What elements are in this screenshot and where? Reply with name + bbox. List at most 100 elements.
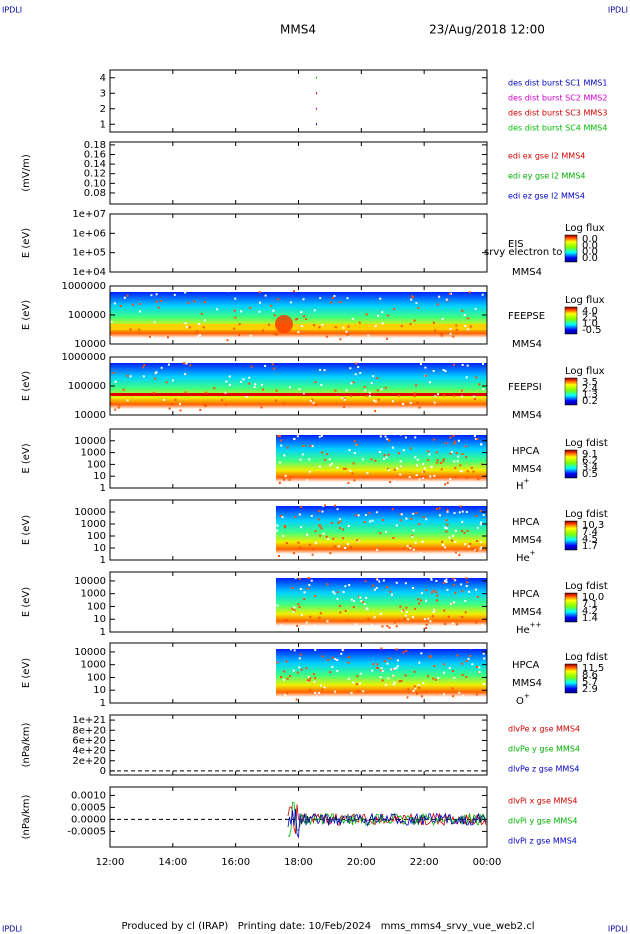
spectrogram-speck <box>460 583 463 586</box>
y-tick-label: 1e+05 <box>72 248 106 259</box>
spectrogram-speck <box>367 617 370 620</box>
spectrogram-speck <box>413 319 416 322</box>
spectrogram-speck <box>441 540 444 543</box>
y-tick-label: 100 <box>87 601 106 612</box>
spectrogram-speck <box>433 474 436 477</box>
spectrogram-speck <box>460 529 463 532</box>
spectrogram-speck <box>284 619 287 622</box>
spectrogram-speck <box>455 551 458 554</box>
spectrogram-speck <box>450 602 453 605</box>
spectrogram-speck <box>399 513 402 516</box>
spectrogram-speck <box>253 385 256 388</box>
spectrogram-speck <box>433 401 436 404</box>
spectrogram-speck <box>475 514 478 517</box>
legend-entry: dlvPi y gse MMS4 <box>508 817 577 826</box>
spectrogram-speck <box>446 588 449 591</box>
spectrogram-speck <box>326 620 329 623</box>
spectrogram-speck <box>258 310 261 313</box>
spectrogram-speck <box>319 684 322 687</box>
spectrogram-speck <box>431 615 434 618</box>
spectrogram-speck <box>383 458 386 461</box>
spectrogram-speck <box>430 655 433 658</box>
spectrogram-speck <box>307 676 310 679</box>
spectrogram-speck <box>376 578 379 581</box>
spectrogram-speck <box>386 662 389 665</box>
spectrogram-speck <box>309 615 312 618</box>
x-tick-label: 12:00 <box>96 857 125 868</box>
spectrogram-speck <box>479 541 482 544</box>
spectrogram-speck <box>402 651 405 654</box>
instrument: FEEPSI <box>508 382 542 393</box>
spectrogram-speck <box>471 663 474 666</box>
spectrogram-speck <box>295 318 298 321</box>
spectrogram-speck <box>386 438 389 441</box>
spectrogram-speck <box>323 504 326 507</box>
panel-frame <box>109 714 488 776</box>
spectrogram-speck <box>419 599 422 602</box>
spectrogram-speck <box>294 577 297 580</box>
spectrogram-speck <box>339 520 342 523</box>
spectrogram-speck <box>242 378 245 381</box>
spectrogram-speck <box>480 546 483 549</box>
spectrogram-speck <box>306 679 309 682</box>
spectrogram-speck <box>296 624 299 627</box>
spectrogram-speck <box>262 388 265 391</box>
spectrogram-speck <box>291 586 294 589</box>
colorbar-tick-label: 5.7 <box>582 677 598 688</box>
colorbar <box>564 449 578 479</box>
spectrogram-speck <box>203 319 206 322</box>
spectrogram-speck <box>344 585 347 588</box>
spectrogram-speck <box>410 517 413 520</box>
spectrogram-speck <box>409 545 412 548</box>
y-axis-label: (nPa/km) <box>21 723 32 768</box>
spectrogram-speck <box>342 528 345 531</box>
legend-entry: des dist burst SC3 MMS3 <box>508 109 607 118</box>
spectrogram-speck <box>387 453 390 456</box>
spectrogram-speck <box>404 582 407 585</box>
spectrogram-speck <box>457 439 460 442</box>
spectrogram-speck <box>436 461 439 464</box>
spectrogram-speck <box>415 474 418 477</box>
spectrogram-speck <box>350 394 353 397</box>
spectrogram-speck <box>122 388 125 391</box>
burst-mark <box>316 123 317 126</box>
spectrogram-speck <box>178 402 181 405</box>
spectrogram-speck <box>438 514 441 517</box>
spectrogram-speck <box>348 584 351 587</box>
y-tick-label: 10000 <box>74 410 106 421</box>
spacecraft: MMS4 <box>512 678 542 689</box>
y-tick-label: 10000 <box>74 507 106 518</box>
spectrogram-speck <box>464 611 467 614</box>
spectrogram-speck <box>381 670 384 673</box>
spectrogram-speck <box>200 312 203 315</box>
spectrogram-speck <box>450 451 453 454</box>
spectrogram-speck <box>409 546 412 549</box>
spectrogram-speck <box>474 548 477 551</box>
spectrogram-speck <box>386 337 389 340</box>
spectrogram-speck <box>435 337 438 340</box>
spectrogram-speck <box>150 294 153 297</box>
colorbar-tick-label: 0.0 <box>582 240 598 251</box>
colorbar-title: Log fdist <box>565 509 608 520</box>
spectrogram-speck <box>382 519 385 522</box>
spectrogram-speck <box>336 337 339 340</box>
spectrogram-speck <box>481 623 484 626</box>
spectrogram-speck <box>330 301 333 304</box>
spectrogram-speck <box>425 691 428 694</box>
spectrogram-speck <box>412 548 415 551</box>
spectrogram-speck <box>329 671 332 674</box>
spectrogram-speck <box>427 458 430 461</box>
spectrogram-speck <box>441 544 444 547</box>
spectrogram-speck <box>356 443 359 446</box>
spectrogram-speck <box>319 525 322 528</box>
spectrogram-speck <box>464 600 467 603</box>
spectrogram-speck <box>308 679 311 682</box>
spectrogram-speck <box>279 439 282 442</box>
spectrogram-speck <box>369 520 372 523</box>
y-axis-label: E (eV) <box>21 300 32 330</box>
spectrogram-speck <box>402 449 405 452</box>
spectrogram-speck <box>352 606 355 609</box>
spectrogram-speck <box>339 338 342 341</box>
spectrogram-speck <box>414 541 417 544</box>
spectrogram-speck <box>258 291 261 294</box>
